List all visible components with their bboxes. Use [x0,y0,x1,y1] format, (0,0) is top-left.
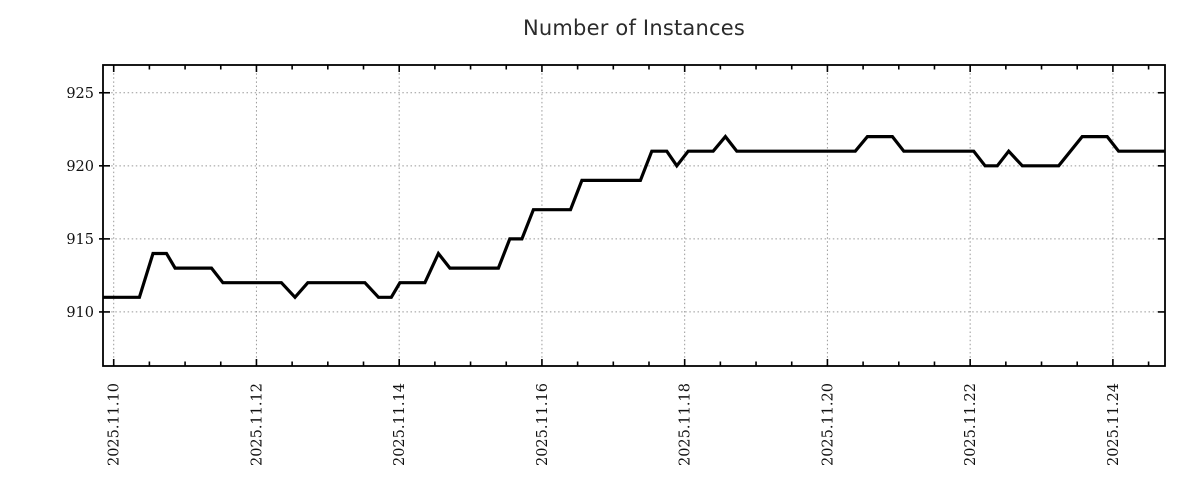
x-tick-label: 2025.11.22 [963,383,979,466]
x-tick-label: 2025.11.10 [107,383,123,466]
x-tick-label: 2025.11.20 [820,383,836,466]
y-tick-label: 925 [66,86,94,102]
y-tick-label: 915 [66,232,94,248]
x-tick-label: 2025.11.12 [249,383,265,466]
plot-border [102,64,1166,367]
x-tick-label: 2025.11.16 [535,383,551,466]
series-line-instances [103,134,1165,300]
chart-title: Number of Instances [522,16,745,40]
y-tick-label: 910 [66,305,94,321]
x-tick-label: 2025.11.14 [392,383,408,466]
x-tick-label: 2025.11.24 [1106,383,1122,466]
y-tick-label: 920 [66,159,94,175]
x-tick-label: 2025.11.18 [678,383,694,466]
